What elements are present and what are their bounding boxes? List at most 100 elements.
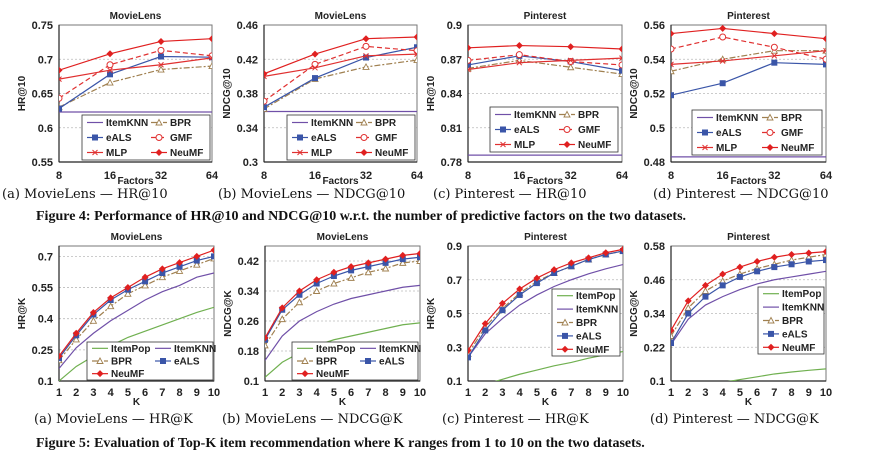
chart-4: 0.48 0.5 0.52 0.54 0.56 8 16 32 64 Pinterest Facto…: [629, 11, 833, 187]
legend-label-bpr: BPR: [782, 316, 804, 327]
legend-marker-bpr: [563, 110, 571, 118]
series-line-eals: [264, 46, 417, 108]
data-point-gmf: [468, 56, 472, 64]
data-point-bpr: [89, 316, 98, 324]
data-point-bpr: [141, 281, 149, 289]
data-point-mlp: [468, 66, 471, 71]
x-tick-label: 5: [125, 387, 131, 399]
y-tick-label: 0.55: [32, 157, 53, 169]
legend-marker-gmf: [563, 126, 571, 133]
data-point-neumf: [567, 259, 575, 267]
data-point-neumf: [719, 270, 727, 278]
data-point-neumf: [330, 268, 338, 276]
data-point-bpr: [347, 273, 355, 281]
data-point-neumf: [619, 246, 623, 253]
series-line-eals: [59, 55, 212, 110]
series-line-mlp: [59, 57, 212, 80]
data-point-bpr: [208, 62, 212, 70]
x-tick-label: 8: [465, 170, 471, 182]
data-point-gmf: [311, 60, 319, 68]
legend-label-mlp: MLP: [716, 143, 737, 154]
data-point-neumf: [107, 294, 115, 302]
data-point-neumf: [805, 249, 813, 257]
chart-title: Pinterest: [524, 232, 567, 243]
x-tick-label: 9: [194, 387, 200, 399]
data-point-neumf: [416, 250, 420, 257]
data-point-neumf: [141, 273, 149, 281]
legend-marker-eals: [160, 358, 166, 364]
y-tick-label: 0.7: [38, 54, 53, 66]
x-tick-label: 16: [717, 170, 729, 182]
data-point-eals: [59, 105, 62, 112]
y-axis-label: NDCG@K: [629, 290, 640, 337]
x-tick-label: 9: [806, 387, 812, 399]
legend-label-eals: eALS: [782, 329, 808, 340]
x-tick-label: 5: [534, 387, 540, 399]
y-tick-label: 0.3: [447, 342, 462, 354]
data-point-mlp: [719, 58, 726, 64]
x-tick-label: 3: [296, 387, 302, 399]
chart-2: 0.3 0.34 0.38 0.42 0.46 8 16 32 64 MovieLens Facto…: [222, 11, 424, 187]
data-point-neumf: [516, 285, 524, 293]
data-point-mlp: [771, 52, 778, 59]
y-tick-label: 0.46: [644, 275, 665, 287]
y-tick-label: 0.3: [243, 157, 258, 169]
y-tick-label: 0.46: [237, 20, 258, 32]
fig5-subcaption-d: (d) Pinterest — NDCG@K: [650, 412, 819, 427]
series-group: [468, 42, 622, 156]
legend: ItemPop ItemKNN BPR eALS NeuMF: [757, 286, 825, 355]
x-tick-label: 3: [90, 387, 96, 399]
data-point-bpr: [193, 260, 201, 268]
legend-label-itempop: ItemPop: [111, 344, 150, 355]
data-point-eals: [348, 267, 355, 274]
series-line-itemknn: [671, 270, 826, 345]
data-point-mlp: [823, 47, 826, 52]
legend-label-mlp: MLP: [514, 140, 535, 151]
x-tick-label: 16: [309, 170, 321, 182]
legend-label-neumf: NeuMF: [170, 148, 203, 159]
data-point-eals: [805, 258, 812, 265]
data-point-neumf: [295, 287, 303, 295]
data-point-eals: [771, 59, 778, 66]
data-point-mlp: [414, 53, 417, 57]
data-point-neumf: [770, 253, 778, 261]
y-axis-label: HR@10: [17, 75, 28, 111]
y-tick-label: 0.78: [441, 157, 462, 169]
data-point-mlp: [107, 67, 113, 74]
data-point-eals: [211, 253, 214, 260]
data-point-neumf: [313, 276, 321, 284]
legend-marker-mlp: [92, 149, 98, 156]
data-point-eals: [296, 291, 303, 298]
x-axis-label: Factors: [527, 176, 564, 187]
data-point-eals: [158, 53, 164, 60]
x-tick-label: 2: [685, 387, 691, 399]
x-tick-label: 7: [159, 387, 165, 399]
fig5-subcaption-a: (a) MovieLens — HR@K: [34, 412, 193, 427]
y-tick-label: 0.56: [644, 20, 665, 32]
legend-marker-gmf: [155, 134, 163, 141]
legend-label-itemknn: ItemKNN: [514, 110, 556, 121]
fig5-subcaption-c: (c) Pinterest — HR@K: [442, 412, 589, 427]
y-tick-label: 0.5: [650, 123, 665, 135]
y-tick-label: 0.87: [441, 54, 462, 66]
series-line-neumf: [264, 36, 417, 75]
y-tick-label: 0.7: [38, 251, 53, 263]
x-axis-label: Factors: [322, 176, 359, 187]
legend-marker-eals: [702, 129, 708, 136]
y-tick-label: 0.6: [38, 123, 53, 135]
x-tick-label: 7: [568, 387, 574, 399]
legend-box: [286, 114, 416, 161]
legend-marker-bpr: [96, 357, 104, 364]
series-line-gmf: [468, 54, 622, 66]
chart-title: MovieLens: [315, 11, 367, 22]
y-axis-label: NDCG@10: [629, 68, 640, 119]
y-tick-label: 0.7: [447, 275, 462, 287]
y-tick-label: 0.18: [238, 346, 259, 358]
legend: ItemPop ItemKNN BPR eALS NeuMF: [291, 341, 421, 381]
y-tick-label: 0.1: [38, 376, 53, 388]
data-point-bpr: [381, 264, 390, 272]
series-line-eals: [265, 256, 420, 341]
y-tick-label: 0.34: [644, 309, 666, 321]
data-point-gmf: [618, 61, 622, 69]
data-point-neumf: [311, 50, 319, 58]
